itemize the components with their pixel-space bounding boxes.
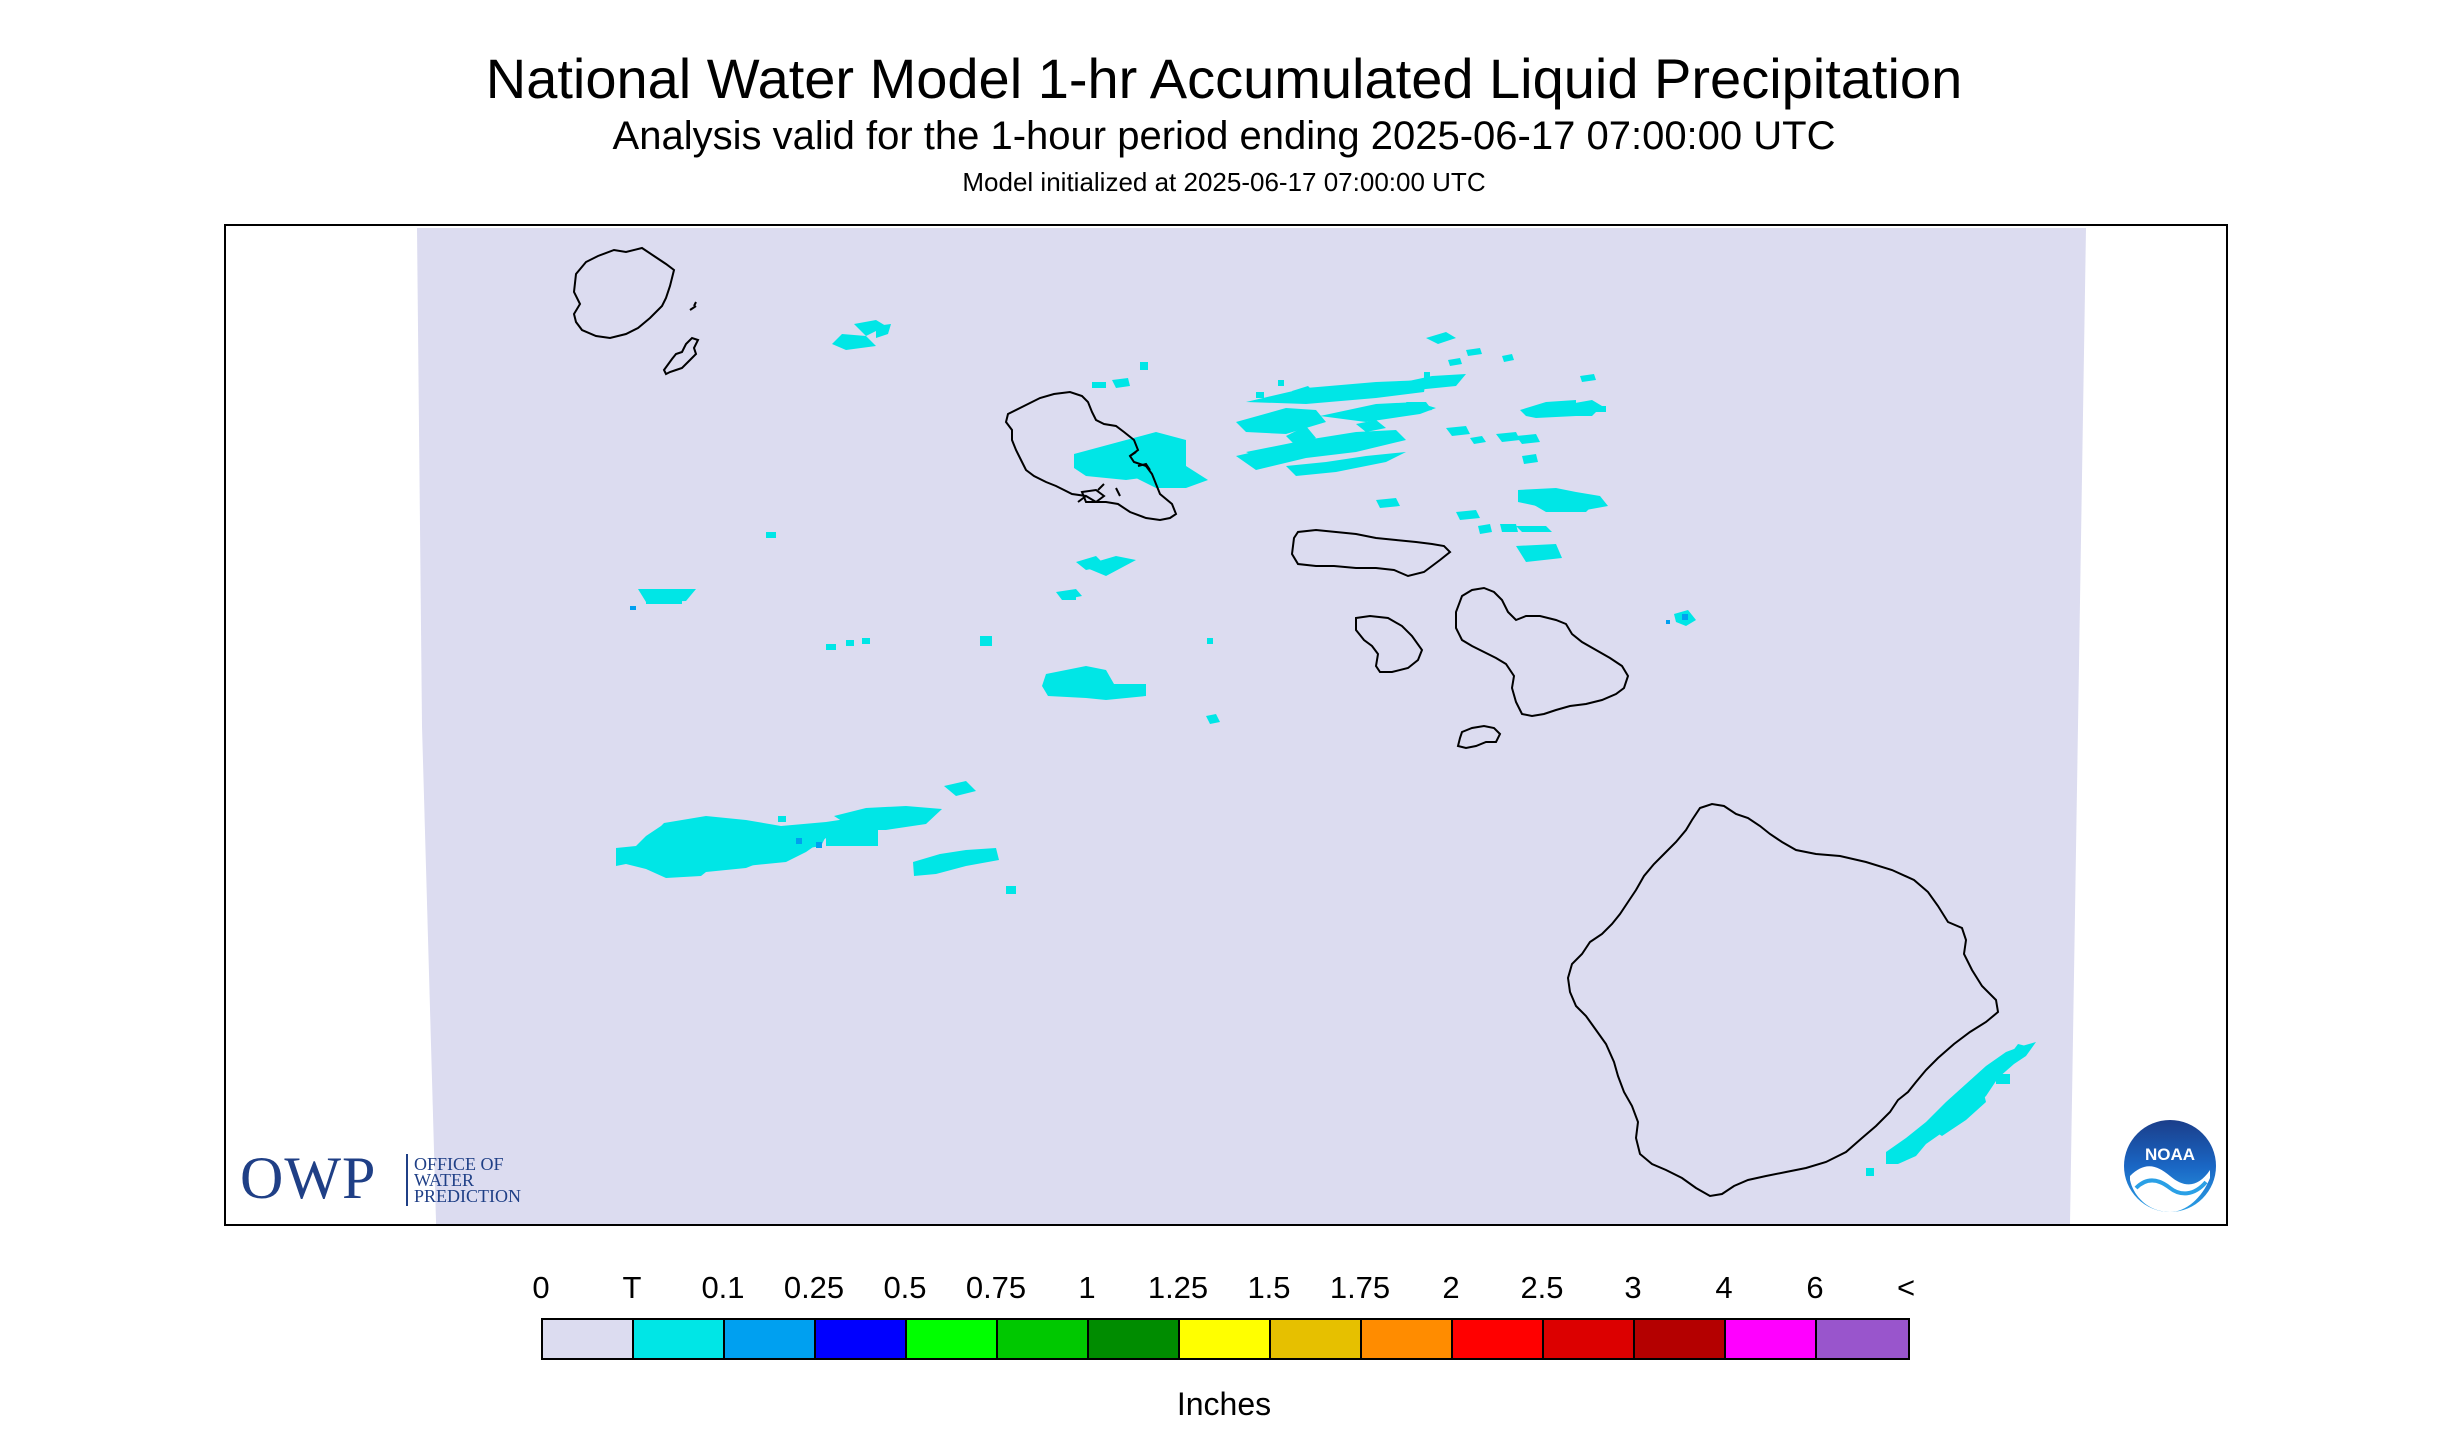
legend-label: 1.25 [1147,1270,1209,1305]
island-maui [1455,586,1630,718]
legend-swatch [1271,1320,1362,1358]
island-lanai [1355,614,1424,673]
legend-labels: 0 T 0.1 0.25 0.5 0.75 1 1.25 1.5 1.75 2 2.5 3 4 6 < [532,1270,1915,1310]
legend-label: 3 [1624,1270,1642,1305]
legend-label: 0 [532,1270,550,1305]
coastlines [572,246,2000,1198]
legend-swatch [1453,1320,1544,1358]
island-niihau [662,336,700,376]
owp-logo-divider [406,1154,408,1206]
island-molokai [1290,528,1452,578]
legend-swatch [1544,1320,1635,1358]
legend-swatch [1089,1320,1180,1358]
legend-swatch [725,1320,816,1358]
legend-swatch [1180,1320,1271,1358]
precip-light-areas [630,606,1688,848]
owp-logo-abbrev: OWP [240,1145,377,1211]
legend-label: 0.25 [783,1270,845,1305]
legend-label: T [622,1270,642,1305]
legend-label: 0.1 [701,1270,745,1305]
legend-swatch [1362,1320,1453,1358]
legend-units: Inches [1176,1386,1272,1422]
legend-swatch [1635,1320,1726,1358]
island-oahu [1004,390,1178,522]
precip-trace-areas [616,320,2036,1176]
noaa-logo: NOAA [2124,1120,2216,1212]
legend-label: 6 [1806,1270,1824,1305]
legend-swatch [543,1320,634,1358]
noaa-logo-text: NOAA [2145,1145,2195,1164]
legend-swatch [1726,1320,1817,1358]
model-domain [417,228,2086,1224]
legend-label: 4 [1715,1270,1733,1305]
island-hawaii [1566,802,2000,1198]
legend-label: < [1896,1270,1916,1305]
map-title: National Water Model 1-hr Accumulated Li… [485,47,1963,110]
legend-label: 0.75 [965,1270,1027,1305]
legend-label: 1 [1078,1270,1096,1305]
legend-swatch [1817,1320,1908,1358]
legend-label: 0.5 [883,1270,927,1305]
legend-swatch [816,1320,907,1358]
legend-label: 2.5 [1520,1270,1564,1305]
legend-color-bar [541,1318,1910,1360]
owp-logo: OWP OFFICE OF WATER PREDICTION [240,1144,570,1214]
model-init-line: Model initialized at 2025-06-17 07:00:00… [962,167,1486,197]
owp-logo-line3: PREDICTION [414,1186,521,1206]
island-kauai [572,246,676,340]
legend-label: 1.75 [1329,1270,1391,1305]
legend-swatch [998,1320,1089,1358]
legend-label: 2 [1442,1270,1460,1305]
legend-label: 1.5 [1247,1270,1291,1305]
island-kahoolawe [1456,724,1502,750]
precip-map [417,228,2086,1224]
owp-logo-line2: WATER [414,1170,474,1190]
legend-swatch [634,1320,725,1358]
owp-logo-line1: OFFICE OF [414,1154,504,1174]
map-panel: OWP OFFICE OF WATER PREDICTION NOAA [224,224,2228,1226]
legend-swatch [907,1320,998,1358]
map-subtitle: Analysis valid for the 1-hour period end… [612,114,1836,158]
